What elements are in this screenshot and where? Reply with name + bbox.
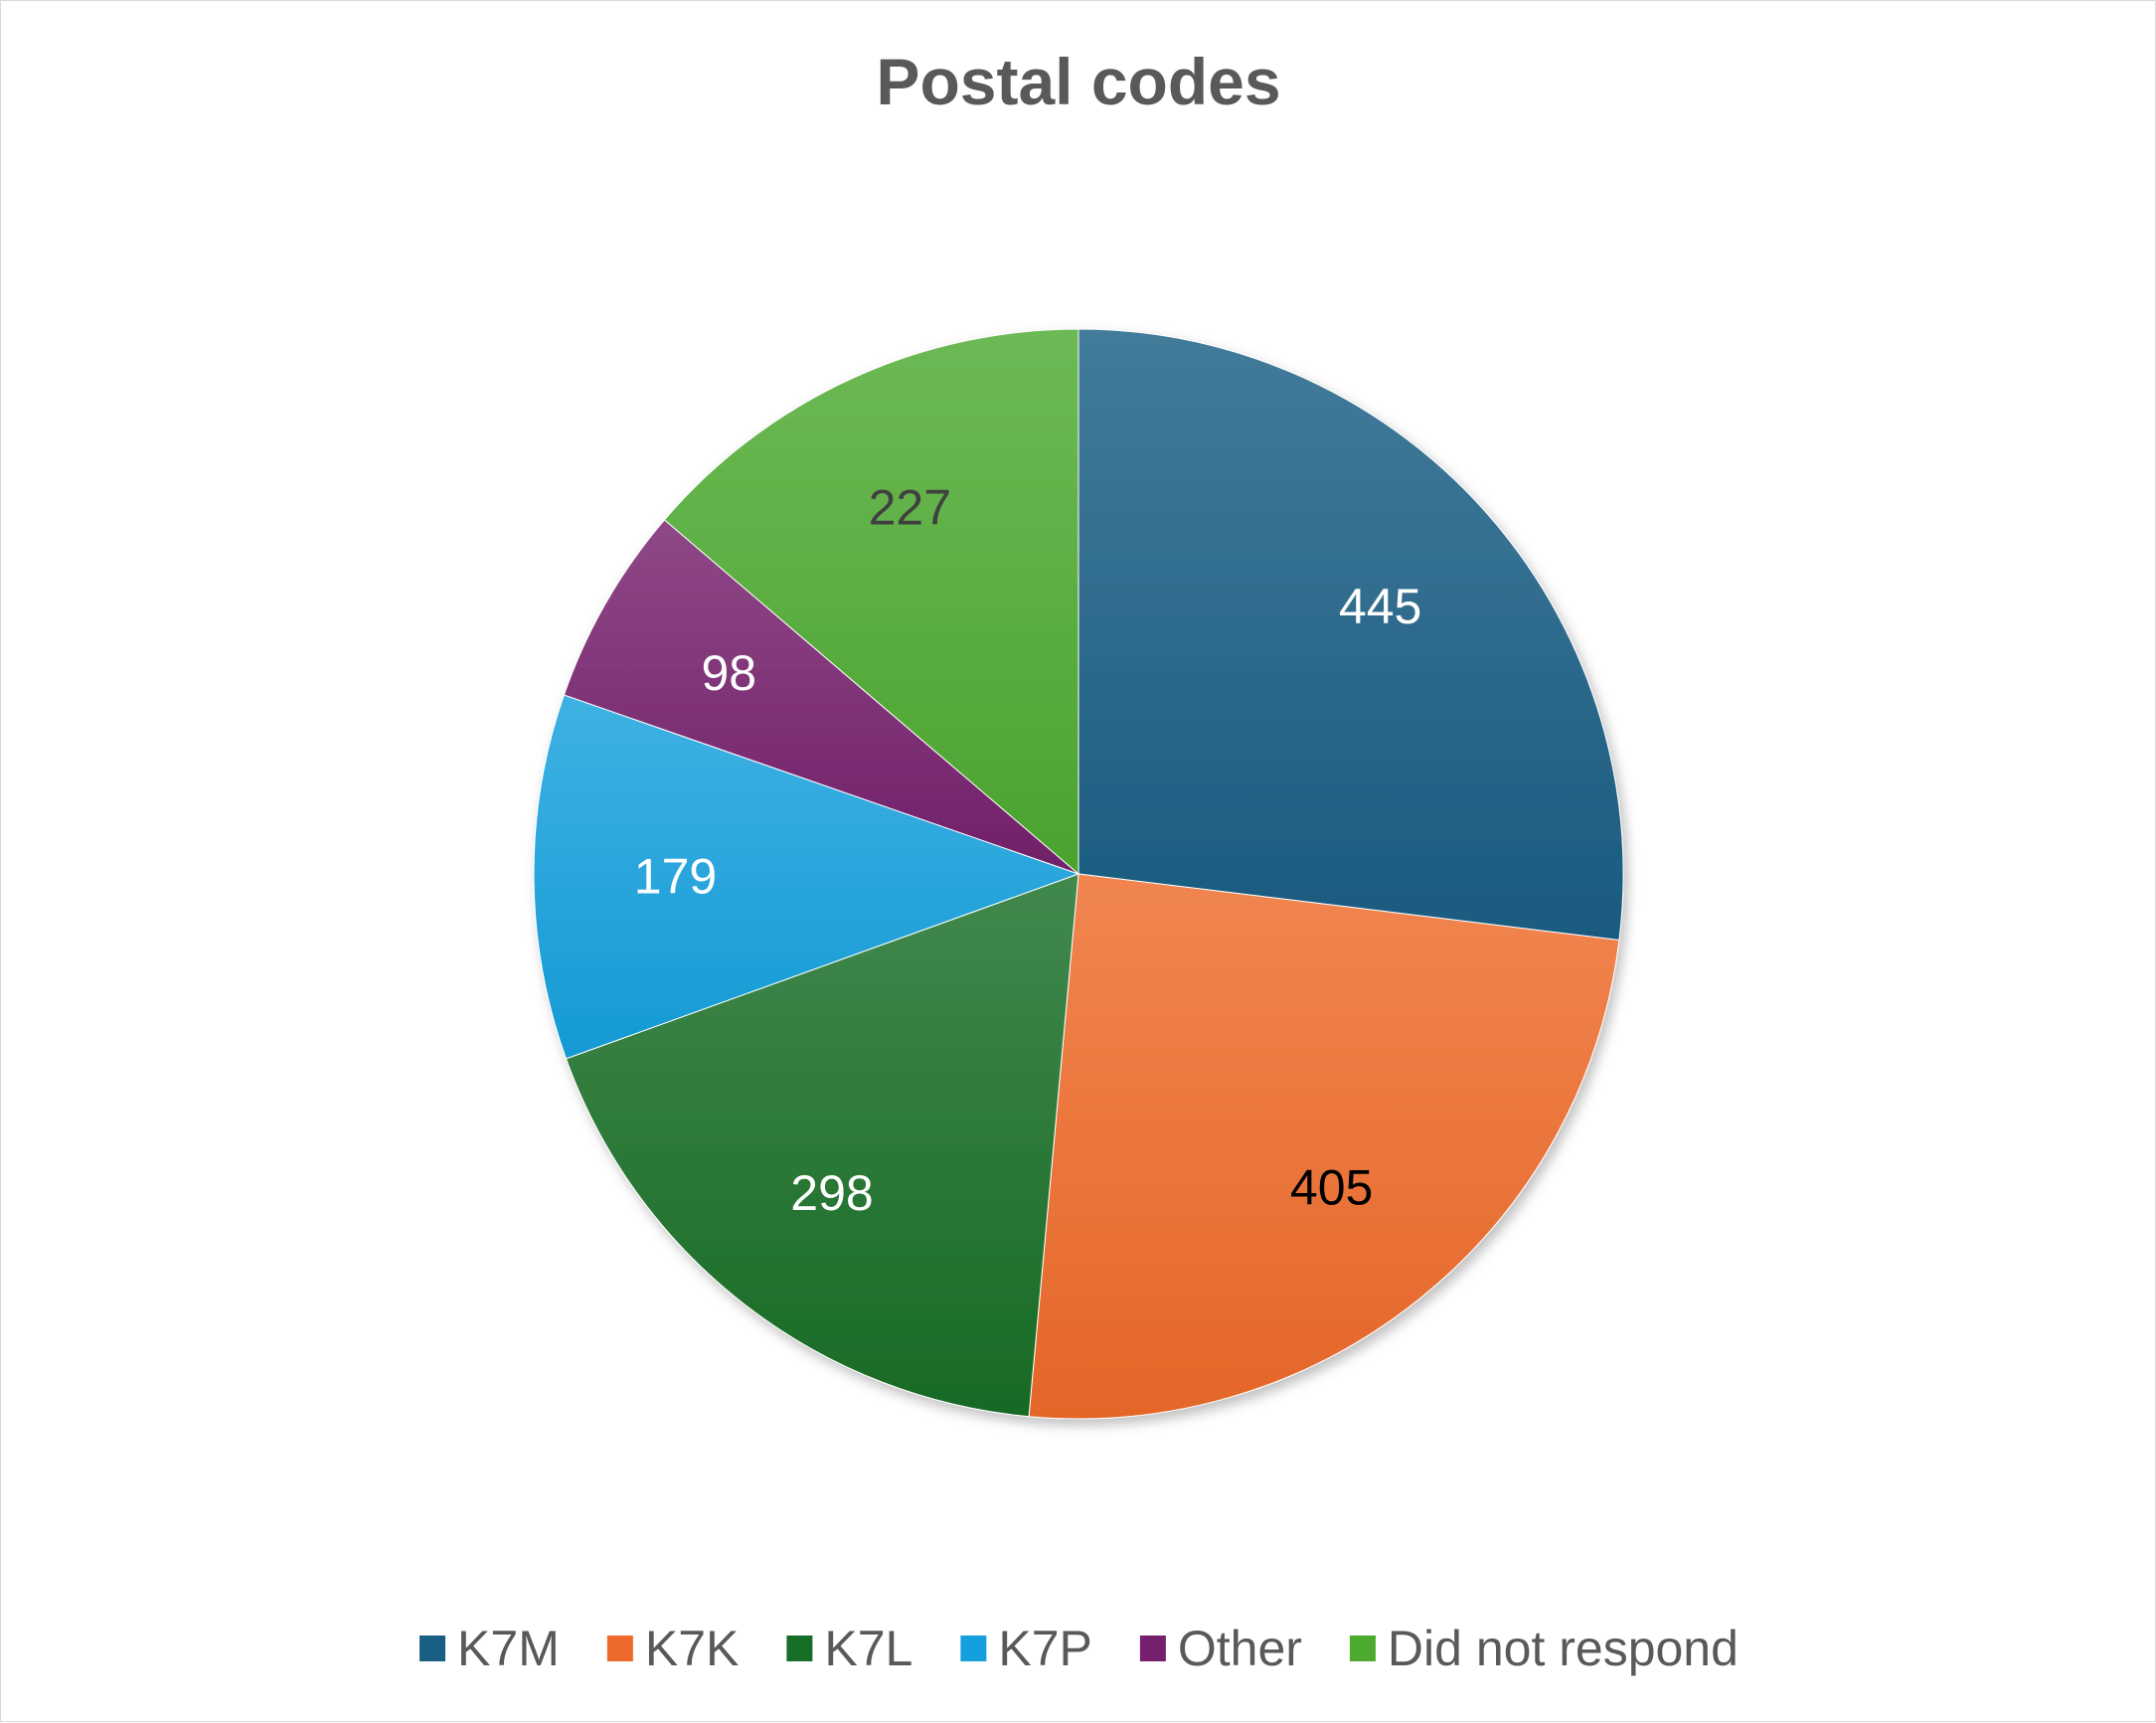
data-label-k7p: 179 <box>634 848 717 904</box>
chart-title: Postal codes <box>876 45 1280 118</box>
legend-label-k7m: K7M <box>457 1621 560 1676</box>
legend-item-k7l: K7L <box>786 1621 912 1676</box>
legend-item-other: Other <box>1139 1621 1302 1676</box>
legend-label-k7p: K7P <box>998 1621 1092 1676</box>
pie-slice-other <box>563 519 1079 875</box>
legend-item-k7m: K7M <box>419 1621 560 1676</box>
legend-swatch-k7l <box>786 1636 813 1661</box>
data-label-k7l: 298 <box>790 1165 873 1221</box>
pie-slice-k7k <box>1028 873 1620 1420</box>
data-label-k7m: 445 <box>1339 579 1421 634</box>
pie-slice-did-not-respond <box>663 328 1079 876</box>
pie-slices <box>533 328 1624 1420</box>
legend-swatch-did-not-respond <box>1349 1636 1376 1661</box>
data-label-k7k: 405 <box>1290 1160 1373 1216</box>
legend-swatch-k7m <box>419 1636 446 1661</box>
data-labels: 445 405 298 179 98 227 <box>634 480 1422 1221</box>
legend-item-k7k: K7K <box>606 1621 740 1676</box>
legend-item-k7p: K7P <box>960 1621 1092 1676</box>
data-label-other: 98 <box>701 645 756 701</box>
legend-swatch-other <box>1139 1636 1166 1661</box>
legend-label-k7k: K7K <box>645 1621 740 1676</box>
pie-slice-k7m <box>1078 328 1624 942</box>
legend-swatch-k7p <box>960 1636 987 1661</box>
legend: K7M K7K K7L K7P Other Did not respond <box>419 1621 1739 1676</box>
pie-slice-k7p <box>533 694 1080 1060</box>
data-label-did-not-respond: 227 <box>869 480 951 536</box>
pie-slice-k7l <box>565 873 1079 1418</box>
legend-item-did-not-respond: Did not respond <box>1349 1621 1739 1676</box>
legend-label-other: Other <box>1178 1621 1302 1676</box>
legend-label-k7l: K7L <box>824 1621 912 1676</box>
legend-label-did-not-respond: Did not respond <box>1388 1621 1739 1676</box>
legend-swatch-k7k <box>606 1636 633 1661</box>
